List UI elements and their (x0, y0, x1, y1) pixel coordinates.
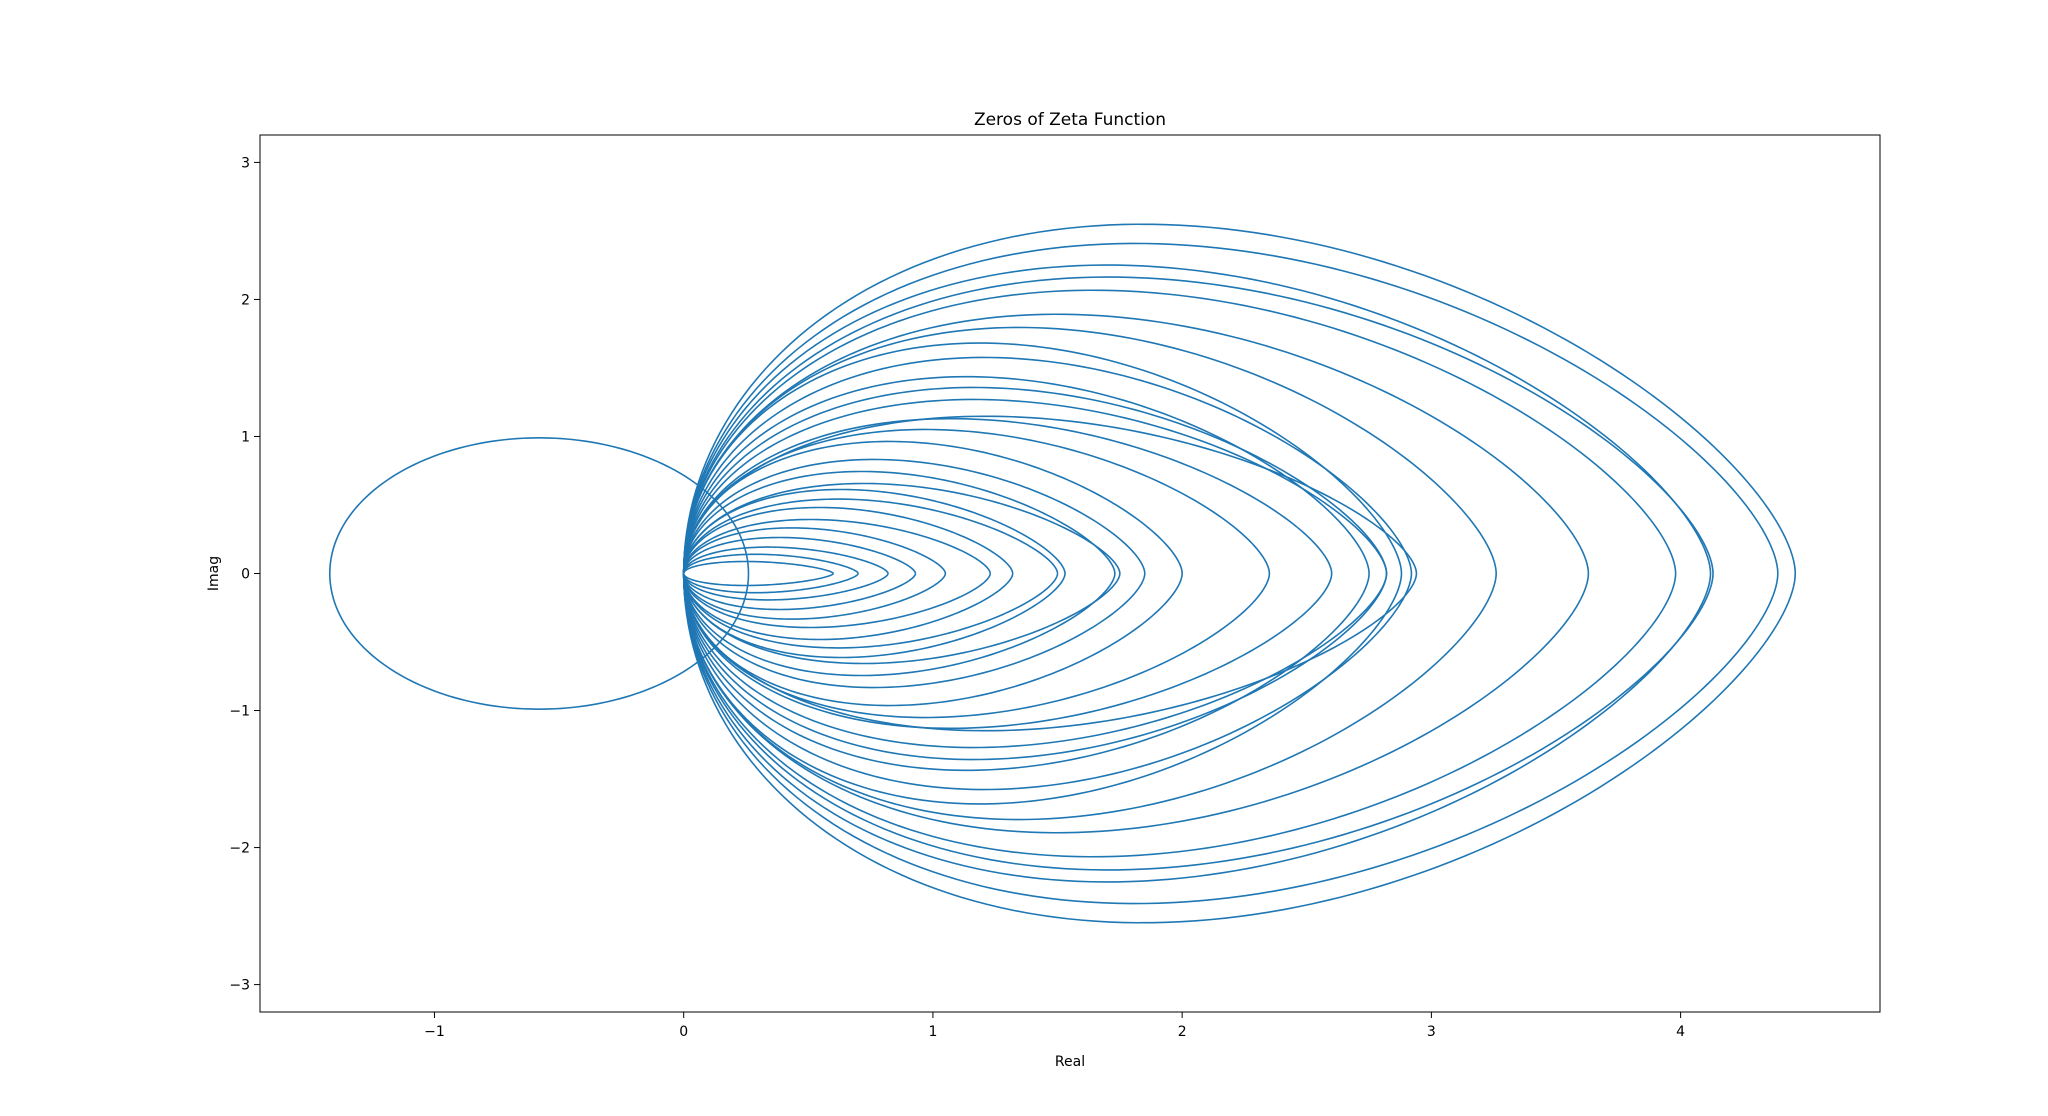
x-axis-label: Real (1055, 1054, 1085, 1070)
x-axis-ticks: −1 0 1 2 3 4 (424, 1012, 1685, 1040)
x-tick-label: 1 (928, 1024, 937, 1040)
x-tick-label: 3 (1427, 1024, 1436, 1040)
y-tick-label: 3 (241, 155, 250, 171)
y-tick-label: −3 (229, 978, 250, 994)
x-tick-label: 4 (1676, 1024, 1685, 1040)
zeta-curve-28 (682, 560, 835, 587)
y-tick-label: −2 (229, 841, 250, 857)
y-tick-label: 1 (241, 429, 250, 445)
y-tick-label: 0 (241, 567, 250, 583)
x-tick-label: 2 (1178, 1024, 1187, 1040)
curves-layer (328, 223, 1797, 924)
y-tick-label: 2 (241, 292, 250, 308)
chart-title: Zeros of Zeta Function (974, 110, 1166, 130)
x-tick-label: 0 (679, 1024, 688, 1040)
y-tick-label: −1 (229, 704, 250, 720)
x-tick-label: −1 (424, 1024, 445, 1040)
y-axis-ticks: −3 −2 −1 0 1 2 3 (229, 155, 260, 994)
zeta-curve-0 (328, 437, 750, 710)
y-axis-label: Imag (206, 556, 222, 591)
